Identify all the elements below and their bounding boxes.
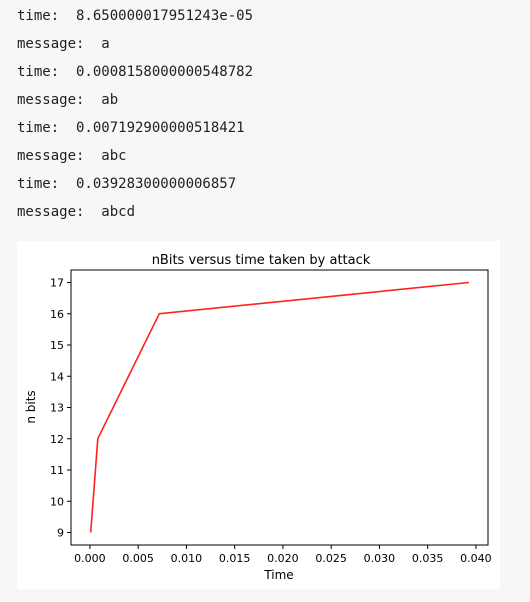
output-line-message-4: message: abcd: [17, 204, 136, 220]
output-line-time-2: time: 0.0008158000000548782: [17, 64, 254, 80]
output-line-message-3: message: abc: [17, 148, 127, 164]
y-tick-label: 11: [50, 464, 64, 477]
output-line-time-4: time: 0.03928300000006857: [17, 176, 237, 192]
output-line-time-1: time: 8.650000017951243e-05: [17, 8, 254, 24]
x-tick-label: 0.040: [460, 552, 492, 565]
y-axis-label: n bits: [24, 390, 38, 423]
x-tick-label: 0.015: [219, 552, 251, 565]
series-line: [89, 281, 470, 533]
y-axis-ticks: 9 10 11 12 13 14 15 16 17: [50, 277, 71, 540]
plot-frame: [70, 269, 489, 546]
y-tick-label: 13: [50, 402, 64, 415]
x-tick-label: 0.000: [74, 552, 106, 565]
y-tick-label: 16: [50, 308, 64, 321]
x-tick-label: 0.030: [364, 552, 396, 565]
chart-title: nBits versus time taken by attack: [152, 253, 371, 268]
x-tick-label: 0.020: [267, 552, 299, 565]
x-tick-label: 0.005: [122, 552, 154, 565]
y-tick-label: 14: [50, 370, 64, 383]
x-tick-label: 0.035: [412, 552, 444, 565]
output-line-time-3: time: 0.007192900000518421: [17, 120, 245, 136]
y-tick-label: 9: [57, 527, 64, 540]
output-line-message-2: message: ab: [17, 92, 119, 108]
x-tick-label: 0.025: [315, 552, 347, 565]
x-axis-ticks: 0.000 0.005 0.010 0.015 0.020 0.025 0.030 0.035…: [74, 545, 492, 565]
y-tick-label: 15: [50, 339, 64, 352]
x-axis-label: Time: [263, 568, 293, 582]
output-line-message-1: message: a: [17, 36, 110, 52]
y-tick-label: 17: [50, 277, 64, 290]
y-tick-label: 12: [50, 433, 64, 446]
series-group: [89, 281, 470, 533]
y-tick-label: 10: [50, 495, 64, 508]
chart-panel: nBits versus time taken by attack 0.000 0…: [17, 241, 500, 589]
line-chart: nBits versus time taken by attack 0.000 0…: [24, 253, 492, 582]
x-tick-label: 0.010: [171, 552, 203, 565]
